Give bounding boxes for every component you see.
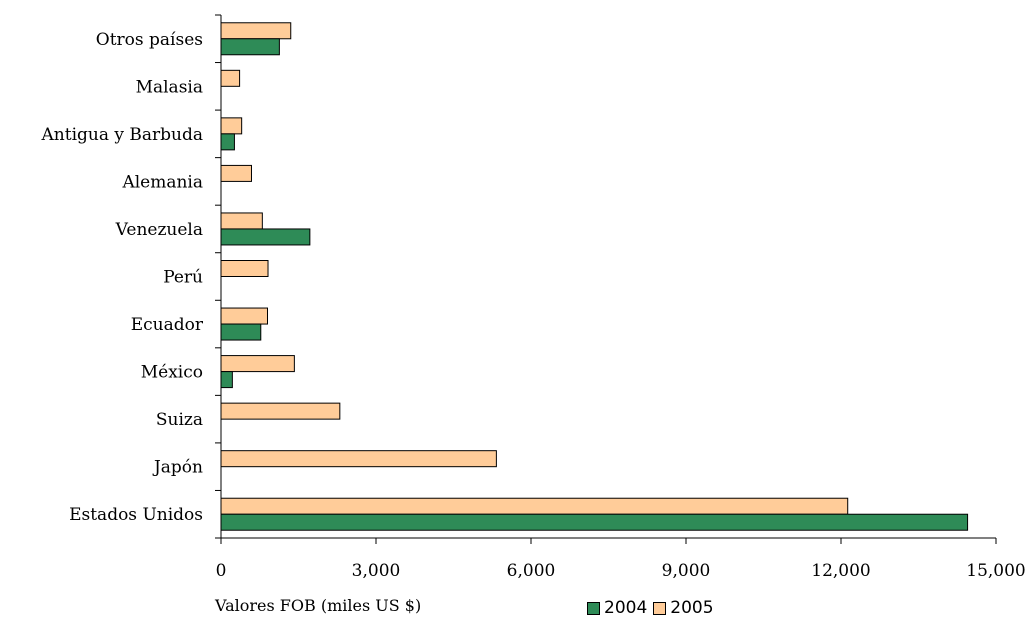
category-label-mexico: México <box>141 363 203 383</box>
legend-swatch-2004 <box>587 601 600 615</box>
category-label-estados-unidos: Estados Unidos <box>69 505 203 525</box>
bar-venezuela-2005 <box>220 212 263 230</box>
category-label-peru: Perú <box>163 268 203 288</box>
category-label-suiza: Suiza <box>156 410 203 430</box>
legend: 2004 2005 <box>587 598 720 618</box>
bar-venezuela-2004 <box>220 228 311 246</box>
legend-label-2005: 2005 <box>670 598 714 618</box>
bar-malasia-2005 <box>220 69 241 87</box>
x-tick-label: 9,000 <box>662 561 711 581</box>
bar-ecuador-2005 <box>220 307 268 325</box>
bar-mexico-2004 <box>220 371 233 389</box>
x-tick-label: 6,000 <box>507 561 556 581</box>
category-label-antigua-y-barbuda: Antigua y Barbuda <box>41 125 203 145</box>
x-tick-label: 3,000 <box>352 561 401 581</box>
bar-estados-unidos-2004 <box>220 513 969 531</box>
legend-label-2004: 2004 <box>604 598 648 618</box>
bar-ecuador-2004 <box>220 323 262 341</box>
bar-otros-paises-2005 <box>220 22 292 40</box>
bar-japon-2005 <box>220 450 497 468</box>
bar-otros-paises-2004 <box>220 38 280 56</box>
category-label-venezuela: Venezuela <box>115 220 203 240</box>
plot-area: Estados Unidos Japón Suiza México Ecuador Per… <box>41 14 1026 581</box>
bar-antigua-y-barbuda-2005 <box>220 117 243 135</box>
category-label-japon: Japón <box>152 458 203 478</box>
legend-item-2004: 2004 <box>587 598 647 618</box>
bar-antigua-y-barbuda-2004 <box>220 133 235 151</box>
x-tick-label: 0 <box>216 561 227 581</box>
category-label-alemania: Alemania <box>121 172 203 192</box>
bar-mexico-2005 <box>220 355 295 373</box>
bar-alemania-2005 <box>220 164 252 182</box>
bar-suiza-2005 <box>220 402 341 420</box>
x-axis-title: Valores FOB (miles US $) <box>215 596 422 615</box>
legend-swatch-2005 <box>653 601 667 615</box>
bar-estados-unidos-2005 <box>220 497 849 515</box>
category-label-otros-paises: Otros países <box>96 30 203 50</box>
x-tick-label: 15,000 <box>966 561 1025 581</box>
legend-item-2005: 2005 <box>653 598 714 618</box>
x-tick-label: 12,000 <box>811 561 870 581</box>
category-label-ecuador: Ecuador <box>131 315 204 335</box>
bar-peru-2005 <box>220 260 269 277</box>
category-label-malasia: Malasia <box>136 77 203 97</box>
